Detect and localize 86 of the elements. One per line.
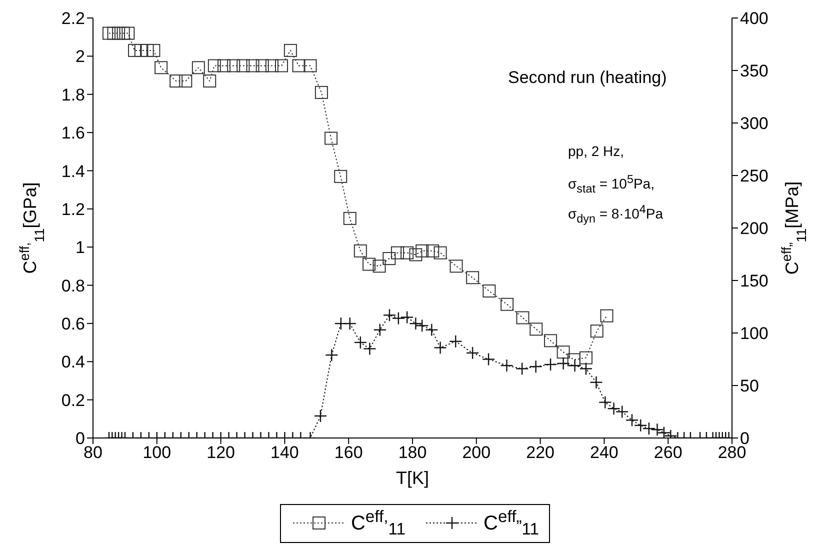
point — [107, 26, 120, 40]
y-tick-label: 0.2 — [61, 390, 85, 410]
point — [334, 170, 348, 183]
y-tick-label: 0.6 — [61, 314, 85, 334]
point — [450, 260, 463, 273]
point — [466, 271, 480, 284]
y-tick-label: 1.8 — [61, 85, 85, 104]
annotation: Second run (heating) — [508, 68, 667, 88]
point — [400, 246, 414, 260]
point — [217, 59, 230, 72]
y2-tick-label: 250 — [740, 166, 768, 186]
y2-tick-label: 350 — [740, 62, 768, 81]
point — [154, 61, 168, 74]
point — [579, 351, 592, 364]
point — [530, 322, 543, 336]
point — [292, 59, 306, 72]
y2-tick-label: 50 — [740, 376, 759, 396]
y-tick-label: 2 — [76, 47, 85, 66]
point — [426, 244, 440, 258]
y2-tick-label: 400 — [740, 9, 768, 28]
point — [382, 252, 396, 266]
point — [236, 59, 250, 72]
x-tick-label: 220 — [526, 443, 554, 462]
point — [284, 44, 297, 57]
point — [372, 260, 386, 273]
annotation: pp, 2 Hz, — [568, 143, 624, 159]
y-tick-label: 1.2 — [61, 200, 85, 219]
x-tick-label: 160 — [334, 443, 363, 462]
x-axis-title: T[K] — [396, 468, 430, 488]
point — [265, 59, 278, 72]
point — [324, 132, 338, 145]
point — [203, 74, 216, 88]
point — [128, 44, 142, 57]
point — [362, 258, 376, 271]
point — [409, 248, 422, 262]
y2-tick-label: 100 — [740, 324, 768, 344]
y-tick-label: 0.4 — [61, 352, 85, 372]
point — [314, 86, 328, 99]
point — [170, 74, 183, 88]
annotation: σ$_{stat}$ = 10$^{5}$Pa, — [568, 173, 654, 196]
x-tick-label: 240 — [590, 443, 618, 462]
point — [434, 246, 447, 260]
point — [304, 59, 317, 72]
y2-tick-label: 150 — [740, 272, 768, 291]
x-tick-label: 200 — [462, 443, 491, 462]
annotation: σ$_{dyn}$ = 8·10$^{4}$Pa — [568, 203, 664, 226]
point — [544, 334, 558, 348]
point — [147, 44, 160, 57]
y-tick-label: 1.4 — [61, 162, 85, 181]
point — [343, 212, 356, 225]
x-tick-label: 140 — [270, 443, 299, 462]
y-tick-label: 0 — [76, 429, 85, 448]
point — [275, 59, 288, 72]
x-tick-label: 180 — [398, 443, 427, 462]
point — [256, 59, 269, 72]
point — [600, 309, 614, 322]
x-tick-label: 80 — [84, 443, 102, 462]
point — [102, 26, 116, 40]
x-tick-label: 280 — [718, 443, 746, 462]
x-tick-label: 100 — [142, 443, 172, 462]
y-tick-label: 2.2 — [61, 9, 85, 28]
point — [192, 61, 205, 74]
point — [134, 44, 148, 57]
point — [116, 26, 130, 40]
y-tick-label: 0.8 — [61, 276, 85, 296]
point — [556, 346, 570, 359]
y-tick-label: 1 — [76, 238, 85, 258]
point — [208, 59, 221, 72]
point — [112, 26, 126, 40]
y2-tick-label: 200 — [740, 219, 768, 238]
point — [122, 26, 135, 40]
y-tick-label: 1.6 — [61, 124, 85, 143]
point — [390, 246, 404, 260]
x-tick-label: 120 — [206, 443, 235, 462]
point — [354, 244, 367, 258]
point — [516, 311, 530, 324]
point — [590, 324, 604, 338]
point — [416, 244, 429, 258]
point — [227, 59, 240, 72]
point — [500, 298, 514, 311]
point — [179, 74, 192, 88]
x-tick-label: 260 — [654, 443, 682, 462]
point — [482, 284, 496, 298]
point — [246, 59, 260, 72]
point — [140, 44, 154, 57]
y2-tick-label: 300 — [740, 114, 768, 134]
